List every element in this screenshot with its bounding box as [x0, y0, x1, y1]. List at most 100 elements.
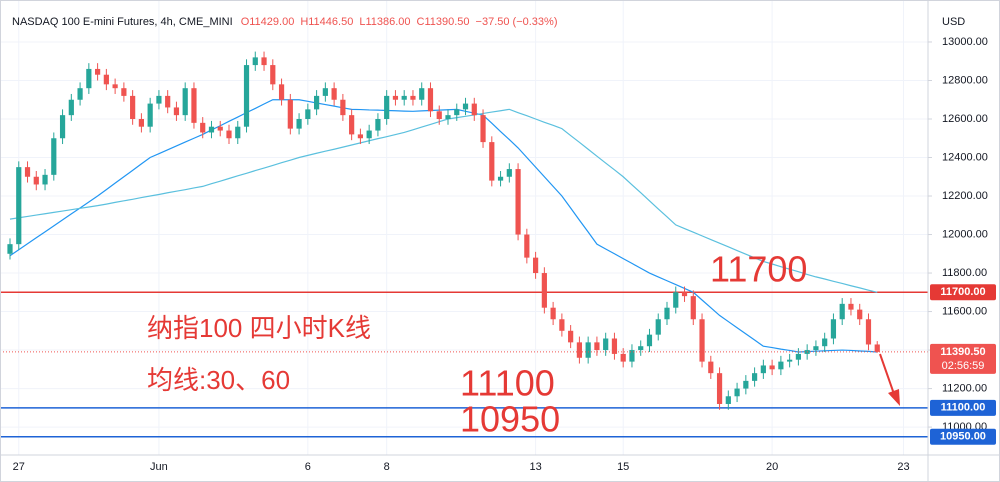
candle-body — [550, 307, 556, 320]
candle-body — [462, 103, 469, 110]
candle-body — [664, 307, 670, 320]
candle-body — [121, 88, 127, 96]
candle-body — [813, 346, 819, 351]
candle-body — [419, 88, 425, 100]
candle-body — [673, 292, 679, 308]
candle-body — [830, 319, 837, 339]
plot — [0, 51, 928, 438]
candle-body — [629, 350, 635, 362]
candle-body — [349, 115, 355, 135]
candle-body — [769, 365, 775, 370]
candle-body — [533, 257, 539, 274]
candle-body — [690, 296, 696, 320]
candle-body — [384, 95, 390, 119]
candle-body — [156, 95, 162, 104]
candle-body — [874, 344, 880, 352]
y-tick-label: 11600.00 — [942, 305, 987, 317]
candle-body — [401, 95, 407, 100]
candle-body — [410, 95, 416, 100]
candle-body — [77, 88, 83, 100]
candle-body — [620, 353, 626, 362]
arrow — [879, 353, 900, 406]
candle-body — [752, 373, 758, 381]
candle-body — [305, 109, 311, 119]
candle-body — [287, 99, 293, 129]
candle-body — [217, 126, 223, 131]
candle-body — [515, 169, 521, 235]
candle-body — [708, 361, 714, 374]
candle-body — [296, 118, 302, 129]
candle-body — [541, 273, 547, 308]
candle-body — [68, 99, 74, 116]
annotation: 10950 — [460, 399, 560, 440]
level-label: 10950.00 — [940, 431, 986, 443]
x-tick-label: 15 — [617, 461, 629, 473]
candle-body — [857, 309, 863, 320]
candle-body — [716, 373, 723, 404]
candle-body — [243, 65, 250, 127]
last-price-label: 11390.50 — [940, 346, 985, 358]
candle-body — [603, 338, 609, 351]
candle-body — [392, 95, 399, 100]
candle-body — [138, 118, 144, 127]
x-tick-label: 27 — [13, 461, 25, 473]
level-label: 11100.00 — [941, 402, 986, 414]
candle-body — [743, 380, 749, 389]
candle-body — [839, 303, 845, 320]
candle-body — [261, 57, 267, 66]
x-tick-label: 8 — [384, 461, 390, 473]
y-tick-label: 13000.00 — [942, 36, 988, 48]
candle-body — [760, 365, 766, 374]
x-tick-label: 23 — [897, 461, 909, 473]
level-label-box — [930, 399, 996, 416]
candle-body — [725, 396, 731, 404]
candle-body — [778, 361, 784, 370]
candle-body — [270, 65, 276, 85]
candle-body — [208, 126, 215, 133]
candle-body — [568, 330, 574, 343]
chart-title: NASDAQ 100 E-mini Futures, 4h, CME_MINI — [12, 16, 233, 28]
candle-body — [51, 138, 57, 175]
candle-body — [489, 142, 495, 181]
annotation: 纳指100 四小时K线 — [147, 313, 371, 343]
level-label-box — [930, 284, 996, 301]
candle-body — [226, 130, 232, 139]
x-tick-label: 13 — [529, 461, 541, 473]
candle-body — [576, 342, 582, 358]
y-tick-label: 11200.00 — [942, 382, 987, 394]
candle-body — [646, 334, 653, 347]
candle-body — [524, 234, 530, 258]
candle-body — [16, 167, 22, 245]
candle-body — [638, 346, 644, 351]
ohlc-value: −37.50 (−0.33%) — [476, 16, 558, 28]
annotation: 11100 — [460, 363, 555, 404]
x-tick-label: 6 — [305, 461, 311, 473]
candle-body — [191, 88, 197, 123]
arrow-head — [888, 389, 900, 406]
ohlc-value: H11446.50 — [300, 16, 353, 28]
ohlc-value: O11429.00 — [241, 16, 295, 28]
candle-body — [559, 319, 565, 331]
candle-body — [480, 115, 486, 143]
arrow-shaft — [879, 353, 895, 395]
last-price-box — [930, 343, 996, 374]
countdown-label: 02:56:59 — [942, 360, 985, 372]
candle-body — [86, 68, 92, 89]
candle-body — [182, 88, 188, 116]
ohlc-value: L11386.00 — [359, 16, 410, 28]
candle-body — [95, 68, 101, 75]
y-tick-label: 12000.00 — [942, 228, 988, 240]
candle-body — [200, 122, 206, 133]
candle-body — [436, 111, 442, 119]
level-label-box — [930, 428, 996, 445]
annotation: 11700 — [710, 249, 807, 290]
candle-body — [7, 244, 13, 254]
candle-body — [103, 74, 109, 85]
x-tick-label: Jun — [150, 461, 168, 473]
candle-body — [252, 57, 258, 66]
candle-body — [681, 292, 688, 297]
y-tick-label: 12200.00 — [942, 190, 988, 202]
y-tick-label: 11800.00 — [942, 267, 987, 279]
candle-body — [314, 95, 320, 110]
candle-body — [173, 107, 180, 116]
